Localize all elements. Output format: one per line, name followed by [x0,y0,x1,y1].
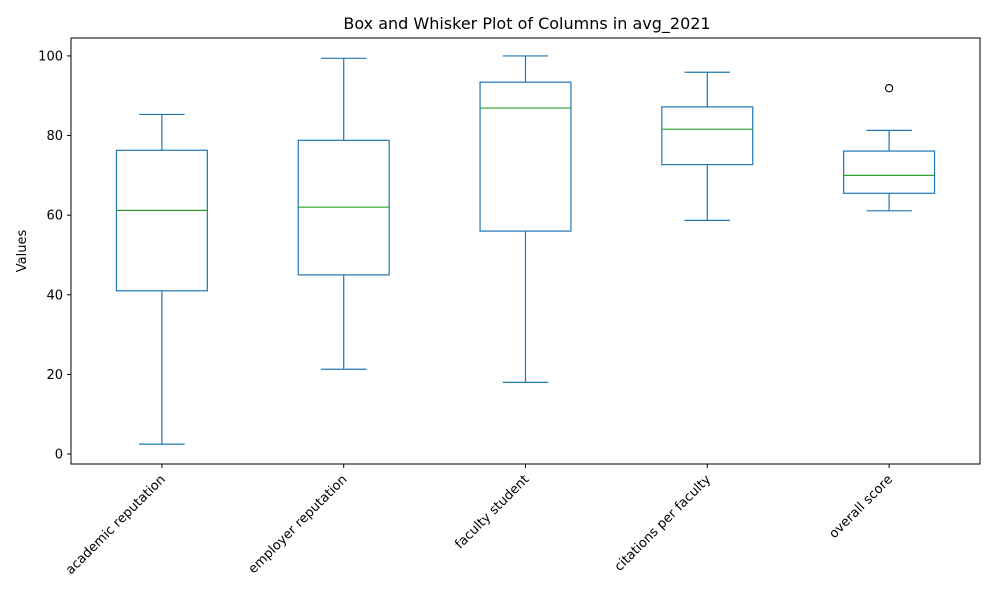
y-tick-label: 40 [46,288,63,303]
x-tick-label: faculty student [452,472,532,552]
box-body [479,81,572,232]
x-tick-label: overall score [826,472,895,541]
y-tick-label: 60 [46,209,63,224]
x-tick-label: academic reputation [63,472,169,578]
y-tick-label: 0 [55,448,63,463]
outlier-point [884,84,894,93]
box-body [843,150,936,194]
chart-title: Box and Whisker Plot of Columns in avg_2… [343,14,710,34]
y-tick-label: 80 [46,129,63,144]
y-tick-label: 100 [38,49,63,64]
box-body [661,106,754,166]
plot-area: 0 20 40 60 80 100 academic reputation employer … [38,37,981,578]
y-axis-label: Values [15,230,30,273]
x-tick-label: employer reputation [246,472,351,577]
y-tick-label: 20 [46,368,63,383]
x-tick-label: citations per faculty [612,472,715,575]
box-body [115,149,208,292]
